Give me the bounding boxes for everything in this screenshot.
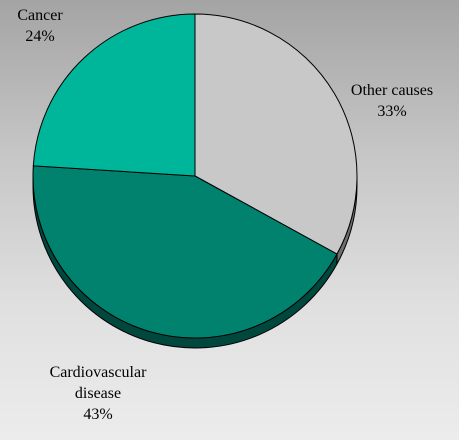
cardiovascular-label: Cardiovascular disease 43%: [23, 362, 173, 425]
cancer-name: Cancer: [17, 7, 63, 24]
other-causes-name: Other causes: [350, 82, 434, 99]
pie-slice-cancer: [32, 13, 196, 177]
cardiovascular-name-line1: Cardiovascular: [49, 364, 147, 381]
pie-slice-cardiovascular-disease: [32, 165, 338, 339]
pie-slice-other-causes: [194, 13, 358, 255]
cardiovascular-name-line2: disease: [74, 385, 122, 402]
cancer-label: Cancer 24%: [8, 5, 72, 47]
other-causes-percent: 33%: [377, 103, 407, 120]
cardiovascular-percent: 43%: [83, 406, 113, 423]
cancer-percent: 24%: [25, 28, 55, 45]
other-causes-label: Other causes 33%: [336, 80, 448, 122]
pie-slices-layer: [32, 13, 358, 339]
